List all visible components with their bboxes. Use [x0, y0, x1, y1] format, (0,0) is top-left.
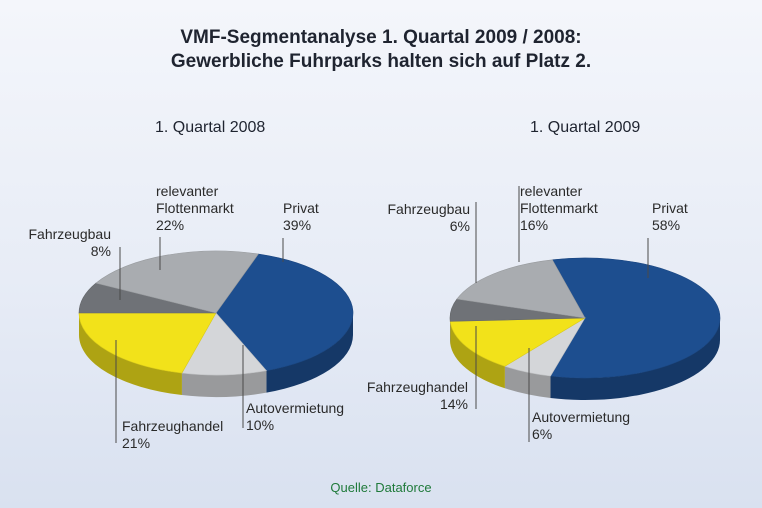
pie-side-fahrzeughandel	[450, 321, 505, 389]
pie-slice-relevanter-flottenmarkt	[456, 259, 586, 319]
pie-slice-privat	[215, 253, 354, 371]
label-2009-fahrzeughandel: Fahrzeughandel 14%	[366, 379, 468, 412]
pie-slice-fahrzeughandel	[449, 317, 587, 367]
pie-side-autovermietung	[181, 370, 267, 397]
pie-side-fahrzeughandel	[79, 313, 182, 396]
label-2009-privat: Privat 58%	[652, 200, 688, 233]
pie-side-privat	[266, 313, 353, 393]
label-2008-fahrzeughandel: Fahrzeughandel 21%	[122, 418, 224, 451]
label-2009-flottenmarkt: relevanter Flottenmarkt 16%	[520, 183, 598, 233]
label-2008-fahrzeugbau: Fahrzeugbau 8%	[28, 226, 111, 259]
pie-2008-title: 1. Quartal 2008	[155, 119, 266, 136]
source-note: Quelle: Dataforce	[330, 480, 432, 495]
label-2008-autovermietung: Autovermietung 10%	[246, 400, 345, 433]
label-2009-autovermietung: Autovermietung 6%	[532, 409, 631, 442]
pie-slice-autovermietung	[181, 312, 268, 376]
pie-slice-fahrzeughandel	[78, 312, 217, 374]
label-2008-flottenmarkt: relevanter Flottenmarkt 22%	[156, 183, 234, 233]
pie-slice-privat	[550, 257, 721, 379]
label-2008-privat: Privat 39%	[283, 200, 319, 233]
title-line-2: Gewerbliche Fuhrparks halten sich auf Pl…	[170, 51, 592, 72]
label-2009-fahrzeugbau: Fahrzeugbau 6%	[387, 201, 470, 234]
title-line-1: VMF-Segmentanalyse 1. Quartal 2009 / 200…	[180, 27, 582, 48]
pie-side-autovermietung	[504, 366, 551, 399]
pie-slice-relevanter-flottenmarkt	[95, 250, 259, 314]
pie-side-privat	[550, 318, 720, 400]
chart-main-title: VMF-Segmentanalyse 1. Quartal 2009 / 200…	[0, 26, 762, 74]
pie-2009-title: 1. Quartal 2009	[530, 119, 641, 136]
